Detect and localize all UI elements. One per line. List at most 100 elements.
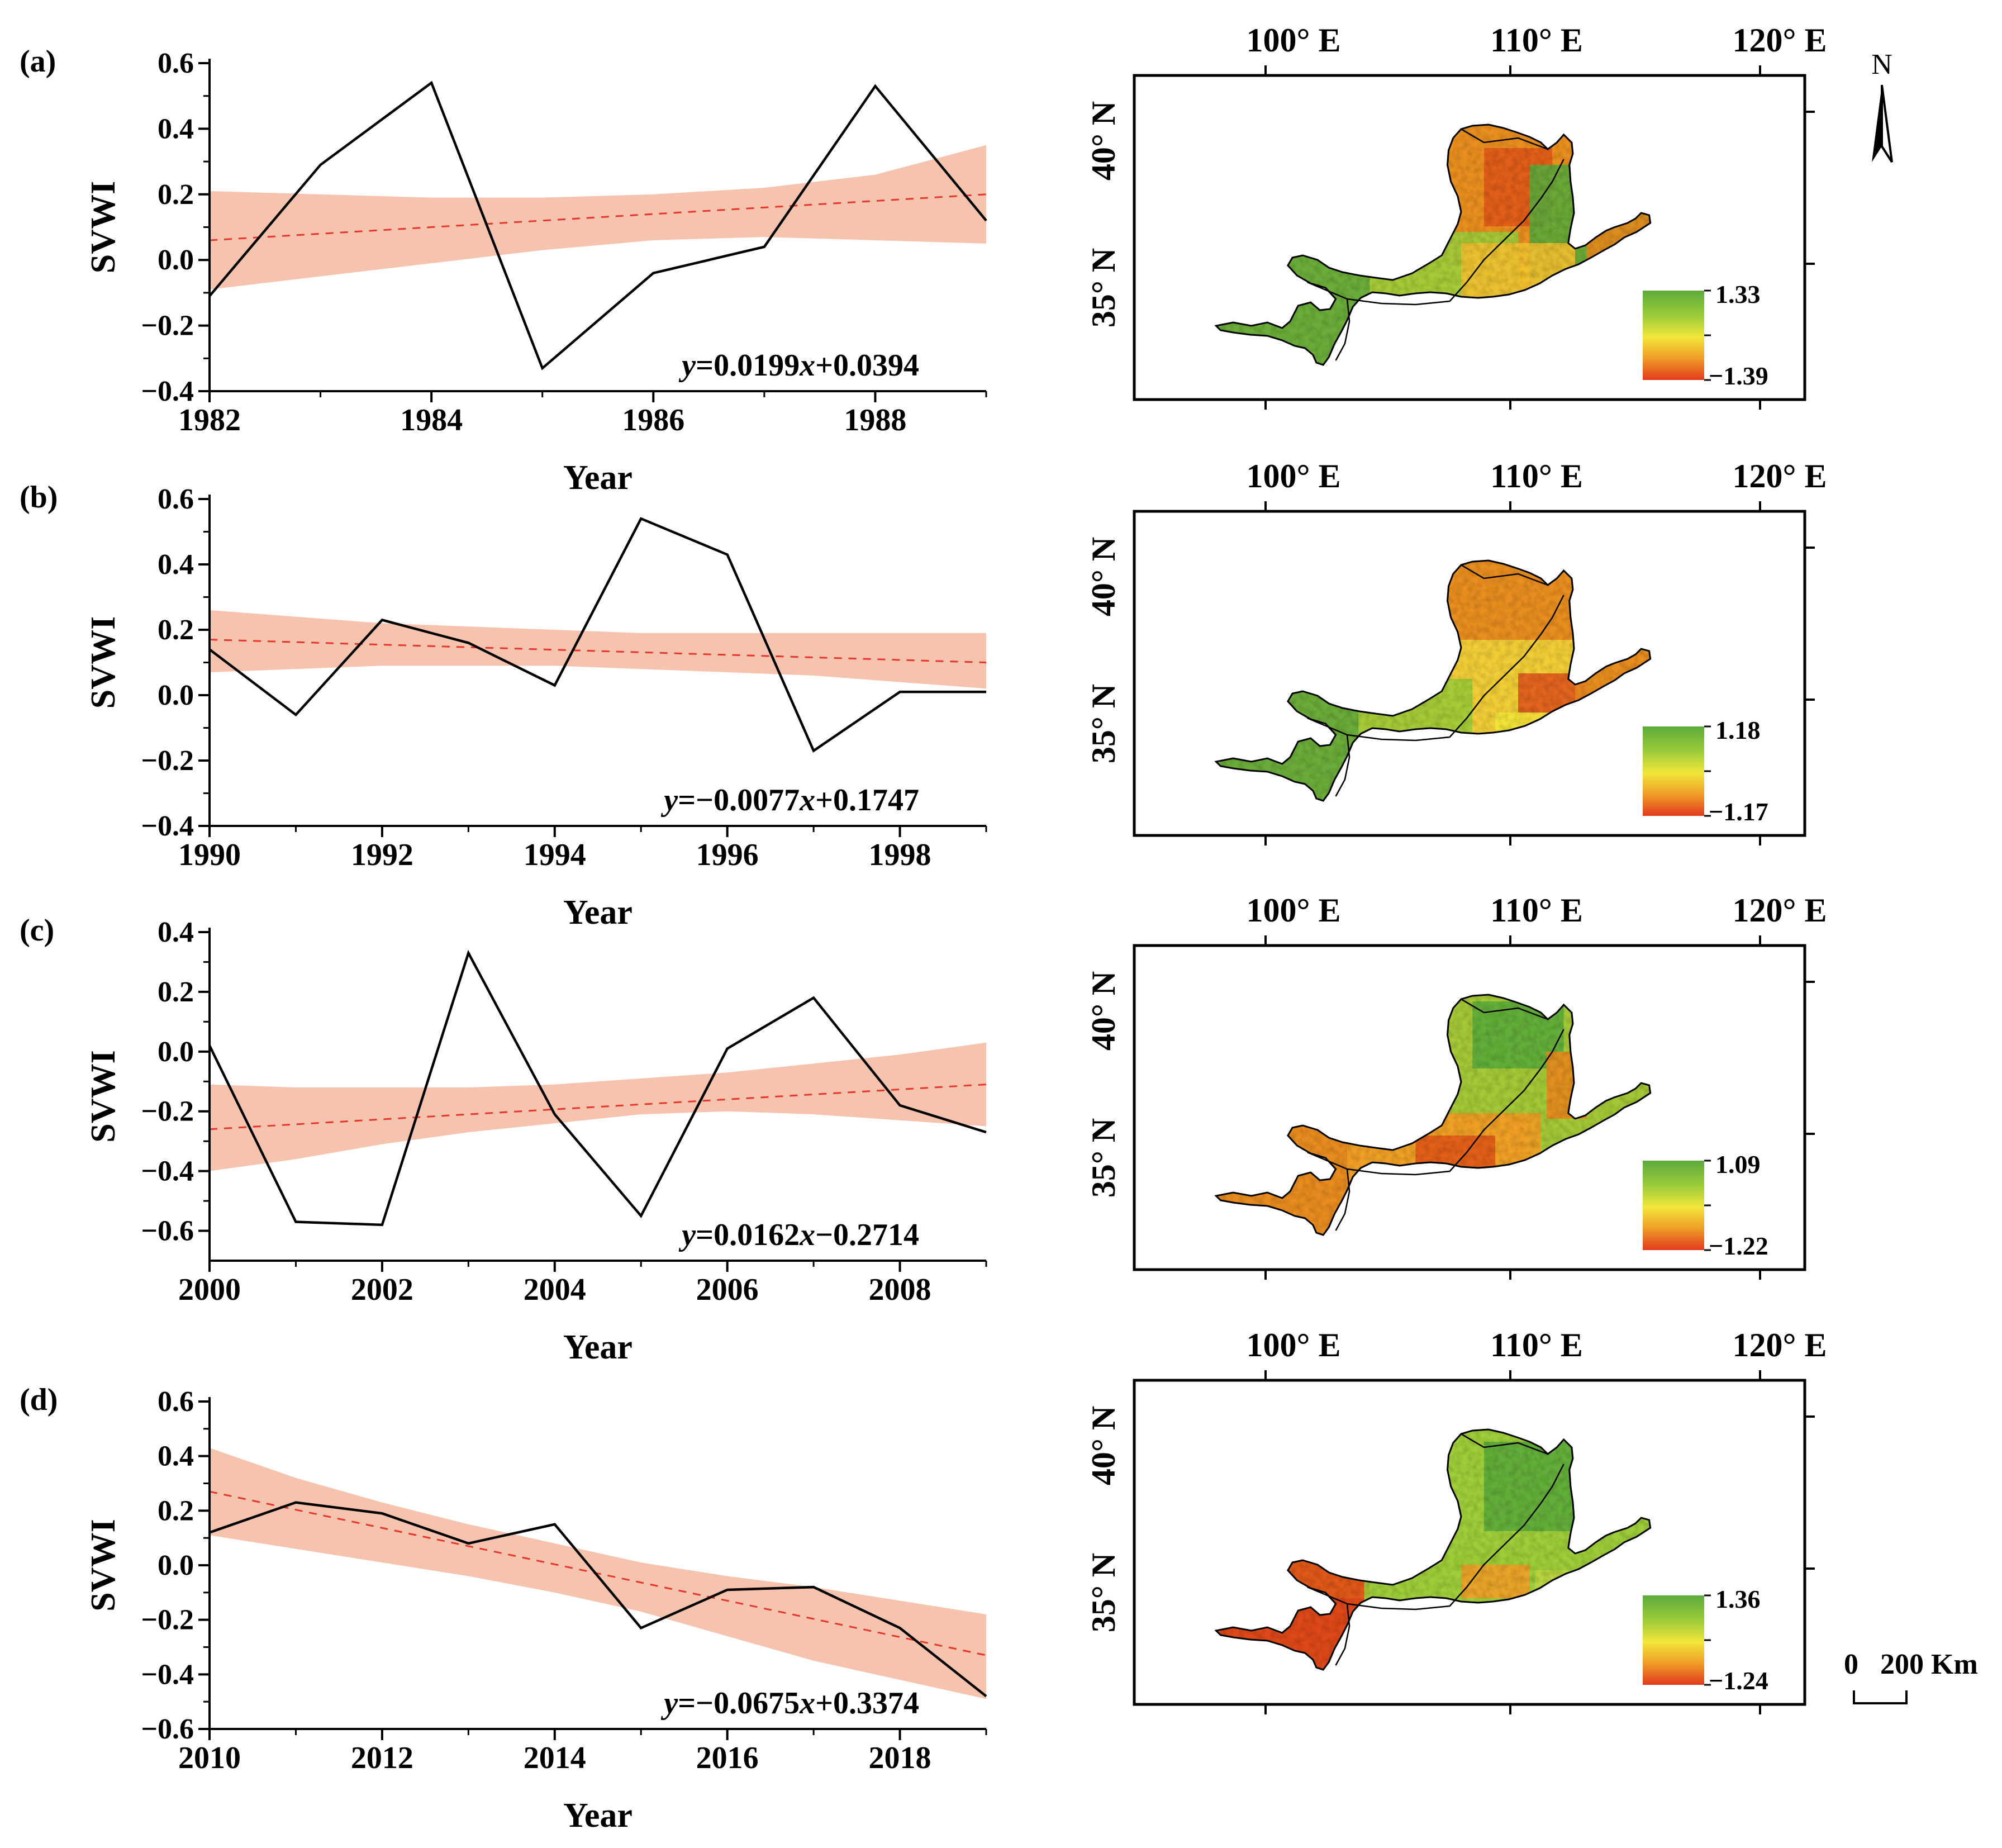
- x-axis-title: Year: [563, 1328, 633, 1366]
- x-axis-title: Year: [563, 459, 633, 497]
- subbasin-line: [1335, 734, 1350, 797]
- loop-line: [1461, 564, 1548, 586]
- x-tick-label: 2010: [178, 1741, 241, 1775]
- svwi-line: [208, 517, 986, 753]
- lat-label: 40° N: [1085, 971, 1122, 1051]
- eq-x: x: [799, 1218, 815, 1252]
- eq-intercept: +0.3374: [815, 1686, 919, 1721]
- legend-min: −1.17: [1709, 797, 1768, 826]
- eq-coef: =0.0199: [696, 348, 800, 383]
- legend-colorbar: [1643, 291, 1704, 380]
- x-tick-label: 2000: [178, 1272, 241, 1307]
- svwi-line: [209, 1501, 987, 1698]
- map-1: 100° E 110° E 120° E 40° N 35° N 1.33 −1.39: [1085, 22, 1827, 410]
- eq-x: x: [799, 783, 815, 818]
- lat-label: 40° N: [1085, 1406, 1122, 1485]
- map-panels: 100° E 110° E 120° E40° N35° N 1.33−1.39100…: [1085, 22, 1827, 1714]
- river-line: [1307, 1464, 1564, 1611]
- map-extras: N 0 200 Km: [1844, 49, 1978, 1704]
- chart-panels: −0.4 −0.2 0.0 0.2 0.4 0.6 1982 1984 1986 1988 Year…: [20, 44, 987, 1835]
- subbasin-line: [1335, 298, 1350, 361]
- lon-label: 120° E: [1732, 458, 1827, 495]
- y-axis-title: SVWI: [84, 181, 122, 273]
- eq-y: y: [660, 783, 678, 818]
- y-tick-label: −0.4: [141, 1156, 194, 1187]
- x-tick-label: 1998: [869, 838, 931, 872]
- y-tick-label: 0.0: [158, 1036, 194, 1068]
- y-tick-label: −0.2: [141, 1604, 194, 1636]
- x-tick-label: 2006: [696, 1272, 759, 1307]
- y-tick-label: 0.2: [158, 976, 194, 1008]
- eq-intercept: +0.1747: [815, 783, 919, 818]
- x-tick-label: 2012: [351, 1741, 413, 1775]
- loop-line: [1461, 1433, 1548, 1455]
- y-tick-label: −0.6: [141, 1215, 194, 1247]
- y-tick-label: −0.2: [141, 310, 194, 342]
- eq-coef: =−0.0077: [678, 783, 800, 818]
- loop-line: [1461, 998, 1548, 1020]
- x-tick-label: 2016: [696, 1741, 759, 1775]
- scale-bar: 0 200 Km: [1844, 1649, 1978, 1704]
- lon-label: 100° E: [1246, 1327, 1340, 1364]
- lon-label: 110° E: [1490, 892, 1583, 929]
- lon-label: 110° E: [1490, 22, 1583, 59]
- y-tick-label: 0.4: [158, 916, 194, 948]
- x-axis-title: Year: [563, 1797, 633, 1835]
- confidence-band: [210, 145, 986, 290]
- y-tick-label: −0.6: [141, 1713, 194, 1745]
- lon-label: 110° E: [1490, 458, 1583, 495]
- x-tick-label: 1996: [696, 838, 759, 872]
- lon-label: 100° E: [1246, 892, 1340, 929]
- y-tick-label: 0.0: [158, 680, 194, 711]
- y-tick-label: −0.2: [141, 745, 194, 777]
- river-line: [1307, 1029, 1564, 1176]
- regression-equation: y=0.0162x−0.2714: [678, 1218, 919, 1252]
- y-tick-label: 0.6: [158, 1386, 194, 1418]
- y-tick-label: 0.2: [158, 614, 194, 646]
- y-tick-label: 0.4: [158, 113, 194, 145]
- eq-intercept: +0.0394: [815, 348, 919, 383]
- subbasin-line: [1335, 1603, 1350, 1666]
- map-4: 100° E 110° E 120° E 40° N 35° N 1.36 −1.24: [1085, 1327, 1827, 1714]
- eq-intercept: −0.2714: [815, 1218, 919, 1252]
- y-tick-label: 0.4: [158, 1441, 194, 1472]
- chart-2: −0.4 −0.2 0.0 0.2 0.4 0.6 1990 1992 1994 1996 1998…: [20, 480, 987, 932]
- lat-label: 40° N: [1085, 537, 1122, 616]
- y-tick-label: 0.6: [158, 483, 194, 515]
- north-label: N: [1871, 49, 1892, 80]
- scale-label: 0 200 Km: [1844, 1649, 1978, 1680]
- legend-min: −1.24: [1709, 1666, 1768, 1695]
- y-tick-label: 0.2: [158, 179, 194, 211]
- x-tick-label: 1982: [178, 403, 241, 438]
- trend-line: [209, 1490, 987, 1656]
- map-3: 100° E 110° E 120° E 40° N 35° N 1.09 −1.22: [1085, 892, 1827, 1280]
- y-tick-label: 0.0: [158, 244, 194, 276]
- eq-coef: =−0.0675: [678, 1686, 800, 1721]
- y-axis-title: SVWI: [84, 1519, 122, 1611]
- x-tick-label: 1994: [524, 838, 586, 872]
- eq-coef: =0.0162: [696, 1218, 800, 1252]
- regression-equation: y=−0.0675x+0.3374: [660, 1686, 919, 1721]
- chart-4: −0.6 −0.4 −0.2 0.0 0.2 0.4 0.6 2010 2012 2014 2016…: [20, 1383, 987, 1835]
- panel-label: (c): [20, 913, 54, 948]
- y-tick-label: 0.6: [158, 47, 194, 79]
- eq-y: y: [678, 348, 696, 383]
- legend-max: 1.18: [1715, 716, 1761, 744]
- x-tick-label: 1990: [178, 838, 241, 872]
- eq-x: x: [799, 1686, 815, 1721]
- y-tick-label: 0.0: [158, 1550, 194, 1581]
- eq-y: y: [660, 1686, 678, 1721]
- x-tick-label: 2004: [524, 1272, 586, 1307]
- lon-label: 100° E: [1246, 22, 1340, 59]
- chart-1: −0.4 −0.2 0.0 0.2 0.4 0.6 1982 1984 1986 1988 Year…: [20, 44, 987, 497]
- y-axis-title: SVWI: [84, 616, 122, 709]
- lon-label: 100° E: [1246, 458, 1340, 495]
- eq-x: x: [799, 348, 815, 383]
- y-tick-label: −0.4: [141, 376, 194, 407]
- lat-label: 35° N: [1085, 1553, 1122, 1632]
- subbasin-line: [1335, 1168, 1350, 1231]
- regression-equation: y=−0.0077x+0.1747: [660, 783, 919, 818]
- legend-min: −1.22: [1709, 1232, 1768, 1260]
- y-tick-label: 0.4: [158, 549, 194, 581]
- chart-3: −0.6 −0.4 −0.2 0.0 0.2 0.4 2000 2002 2004 2006 200…: [20, 913, 987, 1366]
